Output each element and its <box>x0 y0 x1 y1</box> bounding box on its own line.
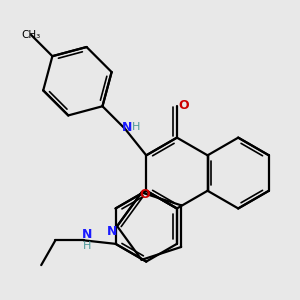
Text: O: O <box>179 99 189 112</box>
Text: H: H <box>132 122 140 132</box>
Text: O: O <box>140 188 150 201</box>
Text: H: H <box>83 241 92 251</box>
Text: N: N <box>122 121 132 134</box>
Text: CH₃: CH₃ <box>22 30 41 40</box>
Text: N: N <box>82 228 92 241</box>
Text: N: N <box>106 225 117 238</box>
